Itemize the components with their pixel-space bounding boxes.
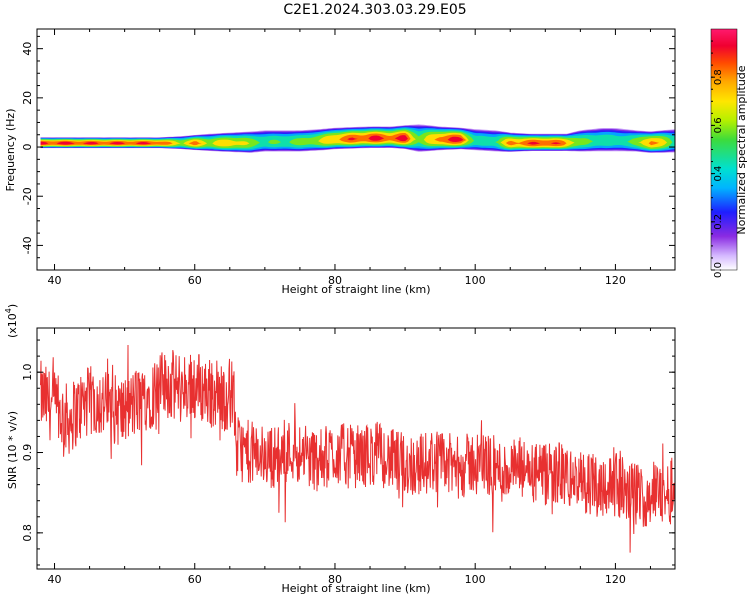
x-tick-label: 100 [465, 274, 486, 287]
snr-panel: 40 60 80 100 120 1.0 0.9 0.8 Height of straight… [4, 304, 676, 595]
snr-frame [36, 327, 676, 570]
y-tick-label: 0.9 [21, 444, 34, 462]
snr-ylabel: SNR (10 * v/v) [6, 411, 19, 489]
x-tick-label: 40 [48, 573, 62, 586]
snr-multiplier: (x104) [4, 304, 19, 338]
x-tick-label: 120 [605, 274, 626, 287]
y-tick-label: 0 [21, 144, 34, 151]
colorbar-axis: 0.0 0.2 0.4 0.6 0.8 [711, 40, 724, 278]
spectrogram-ylabel: Frequency (Hz) [4, 109, 17, 192]
y-tick-label: -40 [21, 236, 34, 254]
colorbar-gradient [710, 28, 738, 271]
svg-text:(x104): (x104) [4, 304, 19, 338]
spectrogram-panel: 40 60 80 100 120 40 20 0 -20 -40 Height of straig… [4, 28, 676, 296]
cb-tick-label: 0.6 [713, 117, 724, 133]
x-tick-label: 100 [465, 573, 486, 586]
y-tick-label: -20 [21, 187, 34, 205]
x-tick-label: 80 [328, 573, 342, 586]
y-tick-label: 1.0 [21, 363, 34, 381]
cb-tick-label: 0.8 [713, 69, 724, 85]
x-tick-label: 120 [605, 573, 626, 586]
spectrogram-frame [36, 28, 676, 271]
snr-series-line [40, 344, 675, 553]
y-tick-label: 0.8 [21, 524, 34, 542]
chart-title: C2E1.2024.303.03.29.E05 [283, 2, 467, 18]
heat-contour-7 [40, 133, 675, 147]
x-tick-label: 60 [188, 573, 202, 586]
cb-tick-label: 0.2 [713, 214, 724, 230]
heatmap-layer [40, 124, 675, 153]
x-tick-label: 80 [328, 274, 342, 287]
cb-tick-label: 0.4 [713, 166, 724, 182]
cb-tick-label: 0.0 [713, 262, 724, 278]
x-tick-label: 60 [188, 274, 202, 287]
snr-axes: 40 60 80 100 120 1.0 0.9 0.8 [21, 328, 675, 586]
snr-multiplier-base: (x10 [6, 313, 19, 338]
x-tick-label: 40 [48, 274, 62, 287]
y-tick-label: 20 [21, 91, 34, 105]
colorbar-label: Normalized spectral amplitude [735, 65, 748, 234]
snr-xlabel: Height of straight line (km) [281, 582, 430, 595]
y-tick-label: 40 [21, 42, 34, 56]
snr-multiplier-exp: 4 [4, 308, 13, 313]
spectrogram-xlabel: Height of straight line (km) [281, 283, 430, 296]
colorbar: 0.0 0.2 0.4 0.6 0.8 Normalized spectral ampl… [710, 28, 748, 278]
spectrogram-axes: 40 60 80 100 120 40 20 0 -20 -40 [21, 29, 675, 287]
